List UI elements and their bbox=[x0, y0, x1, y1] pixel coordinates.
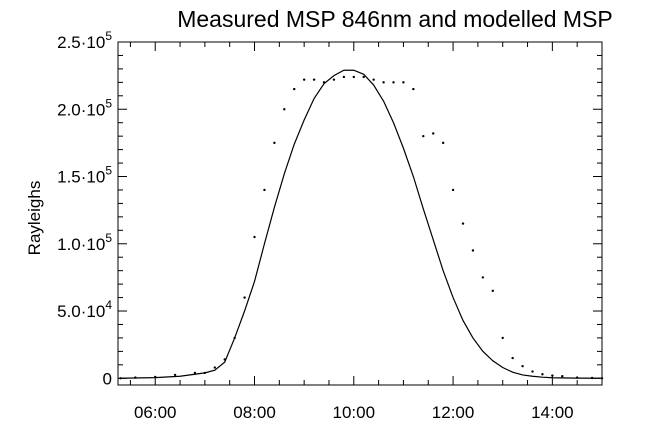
model-curve bbox=[120, 69, 603, 379]
chart-title: Measured MSP 846nm and modelled MSP bbox=[177, 6, 613, 32]
measured-point bbox=[119, 377, 122, 380]
measured-point bbox=[432, 132, 435, 135]
measured-point bbox=[491, 289, 494, 293]
y-tick-label: 1.5·105 bbox=[57, 164, 112, 187]
measured-point bbox=[501, 336, 504, 340]
measured-point bbox=[451, 188, 455, 192]
measured-point bbox=[193, 371, 197, 375]
measured-point bbox=[293, 87, 296, 91]
measured-point bbox=[392, 81, 395, 84]
measured-point bbox=[213, 366, 216, 369]
measured-point bbox=[233, 336, 236, 340]
measured-point bbox=[471, 249, 475, 252]
measured-point bbox=[541, 373, 544, 376]
measured-point bbox=[461, 222, 465, 225]
x-tick-label: 10:00 bbox=[333, 403, 376, 422]
measured-point bbox=[412, 87, 415, 91]
measured-point bbox=[590, 376, 594, 380]
measured-point bbox=[253, 235, 256, 239]
measured-point bbox=[223, 358, 226, 361]
measured-point bbox=[521, 364, 524, 368]
measured-point bbox=[342, 75, 346, 79]
measured-point bbox=[402, 81, 405, 84]
measured-point bbox=[561, 375, 564, 378]
measured-point bbox=[173, 373, 177, 377]
x-tick-label: 06:00 bbox=[134, 403, 177, 422]
measured-point bbox=[332, 78, 336, 81]
x-tick-label: 14:00 bbox=[531, 403, 574, 422]
measured-point bbox=[372, 78, 375, 81]
measured-point bbox=[243, 296, 246, 299]
measured-point bbox=[511, 356, 514, 360]
measured-point bbox=[531, 370, 534, 373]
x-tick-label: 08:00 bbox=[233, 403, 276, 422]
y-tick-label: 5.0·104 bbox=[57, 298, 112, 321]
measured-point bbox=[273, 141, 276, 145]
measured-point bbox=[481, 276, 485, 279]
plot-area: 06:00 08:00 10:00 12:00 14:00 0 5.0·104 1.0·105… bbox=[57, 29, 604, 422]
measured-point bbox=[263, 188, 266, 192]
measured-point bbox=[154, 375, 157, 379]
measured-point bbox=[134, 376, 137, 379]
measured-point bbox=[362, 75, 365, 79]
measured-point bbox=[203, 371, 207, 375]
y-tick-label: 2.0·105 bbox=[57, 96, 112, 119]
measured-point bbox=[302, 78, 306, 81]
measured-point bbox=[441, 141, 445, 145]
measured-point bbox=[422, 134, 425, 138]
x-tick-label: 12:00 bbox=[432, 403, 475, 422]
measured-point bbox=[575, 376, 579, 379]
measured-point bbox=[312, 78, 316, 81]
measured-point bbox=[551, 374, 554, 377]
y-axis-label: Rayleighs bbox=[25, 181, 44, 256]
y-tick-label: 1.0·105 bbox=[57, 231, 112, 254]
measured-point bbox=[600, 377, 604, 380]
measured-point bbox=[283, 108, 286, 111]
y-tick-label: 2.5·105 bbox=[57, 29, 112, 52]
measured-point bbox=[382, 81, 385, 84]
y-tick-label: 0 bbox=[103, 369, 112, 388]
measured-point bbox=[352, 75, 355, 79]
measured-point bbox=[322, 81, 326, 84]
plot-frame bbox=[117, 41, 603, 386]
